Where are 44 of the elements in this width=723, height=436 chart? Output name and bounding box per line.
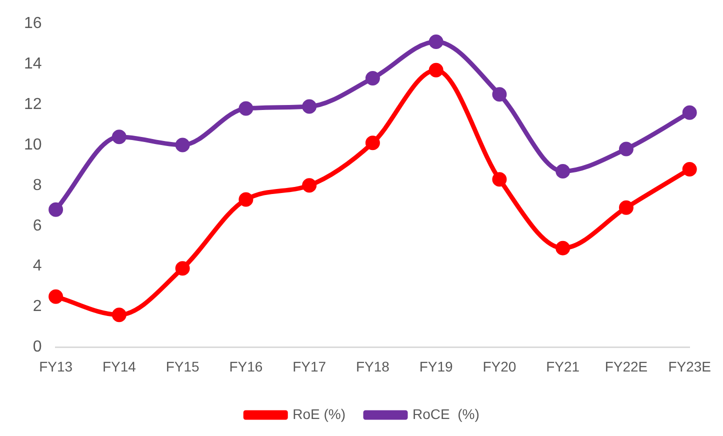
point bbox=[302, 178, 317, 193]
point bbox=[112, 308, 126, 322]
point bbox=[682, 105, 697, 120]
point bbox=[112, 130, 126, 144]
y-tick-label: 12 bbox=[24, 96, 42, 113]
y-tick-label: 0 bbox=[32, 338, 42, 356]
point bbox=[428, 34, 444, 50]
x-tick-label: FY13 bbox=[39, 358, 73, 374]
x-tick-label: FY21 bbox=[546, 358, 580, 374]
y-tick-label: 10 bbox=[24, 136, 42, 154]
y-tick-label: 14 bbox=[24, 55, 42, 72]
point bbox=[428, 62, 444, 78]
legend-label: RoE (%) bbox=[292, 406, 346, 422]
point bbox=[682, 162, 697, 176]
x-tick-label: FY22E bbox=[604, 358, 648, 374]
y-tick-label: 16 bbox=[24, 15, 42, 32]
x-tick-label: FY17 bbox=[292, 358, 326, 374]
point bbox=[302, 99, 317, 114]
point bbox=[556, 164, 570, 178]
point bbox=[238, 101, 254, 116]
point bbox=[365, 136, 380, 150]
point bbox=[618, 200, 634, 215]
point bbox=[238, 192, 254, 207]
y-tick-label: 8 bbox=[32, 176, 42, 194]
x-tick-label: FY15 bbox=[166, 358, 200, 374]
point bbox=[618, 142, 634, 156]
point bbox=[48, 202, 64, 217]
y-tick-label: 2 bbox=[32, 298, 42, 316]
x-tick-label: FY23E bbox=[668, 358, 712, 374]
x-tick-label: FY16 bbox=[229, 358, 263, 374]
point bbox=[175, 261, 190, 276]
y-tick-label: 4 bbox=[32, 258, 42, 275]
point bbox=[175, 138, 190, 152]
point bbox=[556, 240, 570, 256]
x-tick-label: FY20 bbox=[482, 358, 516, 374]
x-tick-label: FY19 bbox=[419, 358, 454, 374]
point bbox=[365, 70, 380, 86]
point bbox=[492, 87, 507, 102]
point bbox=[492, 172, 507, 187]
legend-label: RoCE (%) bbox=[412, 406, 480, 422]
point bbox=[48, 289, 64, 304]
y-tick-label: 6 bbox=[32, 217, 42, 234]
x-tick-label: FY14 bbox=[102, 358, 136, 374]
x-tick-label: FY18 bbox=[356, 358, 390, 374]
